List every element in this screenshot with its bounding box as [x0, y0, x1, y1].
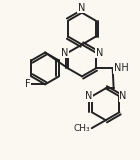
- Text: N: N: [85, 91, 92, 101]
- Text: N: N: [96, 48, 103, 57]
- Text: N: N: [78, 3, 86, 13]
- Text: CH₃: CH₃: [73, 124, 90, 133]
- Text: F: F: [24, 79, 30, 89]
- Text: N: N: [119, 91, 127, 101]
- Text: NH: NH: [114, 63, 128, 73]
- Text: N: N: [61, 48, 68, 57]
